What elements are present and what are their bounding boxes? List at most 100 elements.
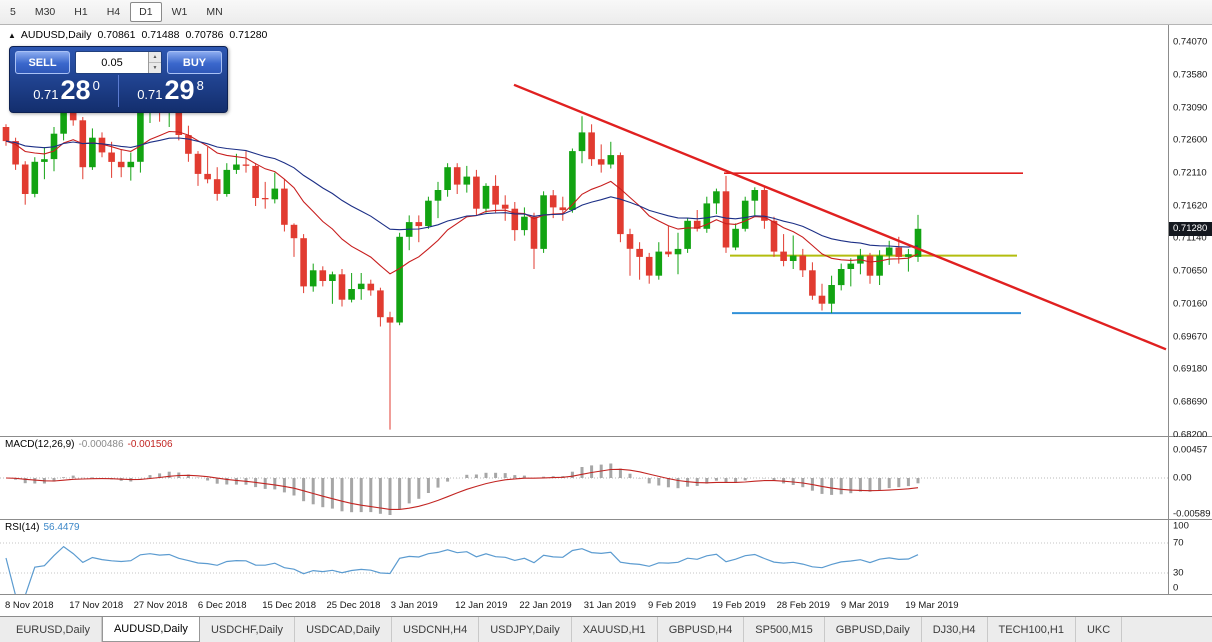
rsi-axis[interactable]: 100 70 30 0: [1168, 520, 1212, 594]
chart-tab-sp500-m15[interactable]: SP500,M15: [744, 617, 825, 642]
date-axis-label: 12 Jan 2019: [455, 600, 508, 611]
date-axis-label: 19 Mar 2019: [905, 600, 959, 611]
timeframe-button-m30[interactable]: M30: [34, 6, 56, 18]
date-axis-label: 6 Dec 2018: [197, 600, 247, 611]
rsi-axis-label: 30: [1173, 567, 1184, 579]
main-chart-plot[interactable]: ▲ AUDUSD,Daily 0.70861 0.71488 0.70786 0.7128…: [0, 25, 1168, 436]
buy-button[interactable]: BUY: [167, 51, 222, 74]
date-axis-label: 27 Nov 2018: [133, 600, 188, 611]
price-axis-label: 0.72110: [1173, 167, 1207, 179]
ohlc-high: 0.71488: [141, 29, 180, 41]
timeframe-button-h4[interactable]: H4: [106, 6, 121, 18]
chart-tab-usdcnh-h4[interactable]: USDCNH,H4: [392, 617, 480, 642]
macd-axis[interactable]: 0.00457 0.00 -0.00589: [1168, 437, 1212, 520]
chart-tab-tech100-h1[interactable]: TECH100,H1: [988, 617, 1076, 642]
price-axis-label: 0.68690: [1173, 396, 1208, 408]
rsi-label-line: RSI(14) 56.4479: [5, 522, 84, 533]
chart-tab-audusd-daily[interactable]: AUDUSD,Daily: [101, 617, 200, 642]
price-axis-label: 0.68200: [1173, 429, 1208, 441]
macd-plot[interactable]: MACD(12,26,9) -0.000486 -0.001506: [0, 437, 1168, 519]
rsi-plot[interactable]: RSI(14) 56.4479: [0, 520, 1168, 594]
chart-tab-usdjpy-daily[interactable]: USDJPY,Daily: [479, 617, 572, 642]
macd-axis-label: 0.00457: [1173, 444, 1208, 456]
ohlc-open: 0.70861: [97, 29, 136, 41]
date-axis-label: 8 Nov 2018: [5, 600, 54, 611]
timeframe-button-mn[interactable]: MN: [206, 6, 223, 18]
chart-tab-gbpusd-h4[interactable]: GBPUSD,H4: [658, 617, 745, 642]
date-axis-label: 17 Nov 2018: [69, 600, 124, 611]
chart-symbol-period: AUDUSD,Daily: [20, 29, 92, 41]
date-axis-label: 19 Feb 2019: [712, 600, 766, 611]
sell-price-big: 28: [60, 74, 91, 105]
sell-button[interactable]: SELL: [15, 51, 70, 74]
macd-indicator-name: MACD(12,26,9): [5, 439, 75, 450]
price-axis-label: 0.73090: [1173, 102, 1208, 114]
date-axis-label: 31 Jan 2019: [583, 600, 636, 611]
price-axis-label: 0.69670: [1173, 331, 1208, 343]
price-axis-label: 0.70160: [1173, 298, 1208, 310]
one-click-trading-panel: SELL 0.05 ▲ ▼ BUY 0.71 28 0: [9, 46, 228, 113]
buy-price-big: 29: [164, 74, 195, 105]
rsi-indicator-name: RSI(14): [5, 522, 40, 533]
date-axis-label: 25 Dec 2018: [326, 600, 381, 611]
chart-tabbar: EURUSD,Daily AUDUSD,Daily USDCHF,Daily USDC…: [0, 617, 1212, 642]
rsi-panel: RSI(14) 56.4479 100 70 30 0: [0, 520, 1212, 595]
price-axis-label: 0.70650: [1173, 265, 1208, 277]
sell-price[interactable]: 0.71 28 0: [15, 74, 118, 106]
one-click-collapse-icon[interactable]: ▲: [8, 30, 16, 40]
date-axis-label: 15 Dec 2018: [262, 600, 317, 611]
macd-axis-label: -0.00589: [1173, 508, 1211, 520]
buy-price[interactable]: 0.71 29 8: [119, 74, 222, 106]
rsi-axis-label: 70: [1173, 537, 1184, 549]
date-axis-label: 22 Jan 2019: [519, 600, 572, 611]
date-axis-label: 28 Feb 2019: [776, 600, 830, 611]
price-divider: [118, 75, 119, 107]
macd-axis-label: 0.00: [1173, 472, 1192, 484]
price-axis-label: 0.69180: [1173, 363, 1208, 375]
timeframe-button-h1[interactable]: H1: [74, 6, 88, 18]
date-axis-label: 9 Mar 2019: [840, 600, 889, 611]
price-axis[interactable]: 0.74070 0.73580 0.73090 0.72600 0.72110 0.716…: [1168, 25, 1212, 441]
chart-title-ohlc: ▲ AUDUSD,Daily 0.70861 0.71488 0.70786 0.7128…: [8, 29, 267, 41]
timeframe-button-w1[interactable]: W1: [171, 6, 188, 18]
buy-price-sup: 8: [196, 77, 204, 93]
buy-price-prefix: 0.71: [137, 86, 163, 102]
rsi-value: 56.4479: [43, 522, 80, 533]
price-axis-label: 0.72600: [1173, 134, 1208, 146]
chart-tab-usdcad-daily[interactable]: USDCAD,Daily: [295, 617, 393, 642]
volume-control[interactable]: 0.05 ▲ ▼: [75, 51, 162, 74]
current-price-badge: 0.71280: [1169, 221, 1212, 236]
time-axis[interactable]: 8 Nov 2018 17 Nov 2018 27 Nov 2018 6 Dec 20…: [0, 595, 1212, 617]
chart-tab-dj30-h4[interactable]: DJ30,H4: [922, 617, 988, 642]
volume-value[interactable]: 0.05: [101, 56, 123, 69]
rsi-axis-label: 0: [1173, 582, 1179, 594]
price-axis-label: 0.71620: [1173, 200, 1208, 212]
chart-tab-gbpusd-daily[interactable]: GBPUSD,Daily: [825, 617, 922, 642]
main-chart-panel: ▲ AUDUSD,Daily 0.70861 0.71488 0.70786 0.7128…: [0, 25, 1212, 441]
macd-panel: MACD(12,26,9) -0.000486 -0.001506 0.00457 0…: [0, 437, 1212, 520]
macd-signal-value: -0.001506: [127, 439, 173, 450]
macd-main-value: -0.000486: [78, 439, 124, 450]
date-axis-label: 9 Feb 2019: [648, 600, 697, 611]
rsi-axis-label: 100: [1173, 520, 1189, 532]
ohlc-close: 0.71280: [229, 29, 268, 41]
chart-tab-xauusd-h1[interactable]: XAUUSD,H1: [572, 617, 658, 642]
chart-tab-usdchf-daily[interactable]: USDCHF,Daily: [200, 617, 296, 642]
price-axis-label: 0.73580: [1173, 69, 1208, 81]
macd-label-line: MACD(12,26,9) -0.000486 -0.001506: [5, 439, 177, 450]
volume-spinner: ▲ ▼: [148, 52, 161, 73]
timeframe-button-d1[interactable]: D1: [130, 2, 162, 22]
sell-price-sup: 0: [92, 77, 100, 93]
chart-tab-ukc[interactable]: UKC: [1076, 617, 1123, 642]
rsi-chart: [0, 542, 1168, 594]
volume-up-icon[interactable]: ▲: [149, 52, 161, 63]
price-axis-label: 0.71140: [1173, 232, 1207, 244]
macd-chart: [0, 463, 1168, 515]
price-axis-label: 0.74070: [1173, 36, 1208, 48]
timeframe-toolbar: 5 M30 H1 H4 D1 W1 MN: [0, 0, 1212, 25]
volume-down-icon[interactable]: ▼: [152, 65, 158, 71]
timeframe-button-5[interactable]: 5: [10, 6, 16, 18]
chart-tab-eurusd-daily[interactable]: EURUSD,Daily: [5, 617, 102, 642]
sell-price-prefix: 0.71: [33, 86, 59, 102]
